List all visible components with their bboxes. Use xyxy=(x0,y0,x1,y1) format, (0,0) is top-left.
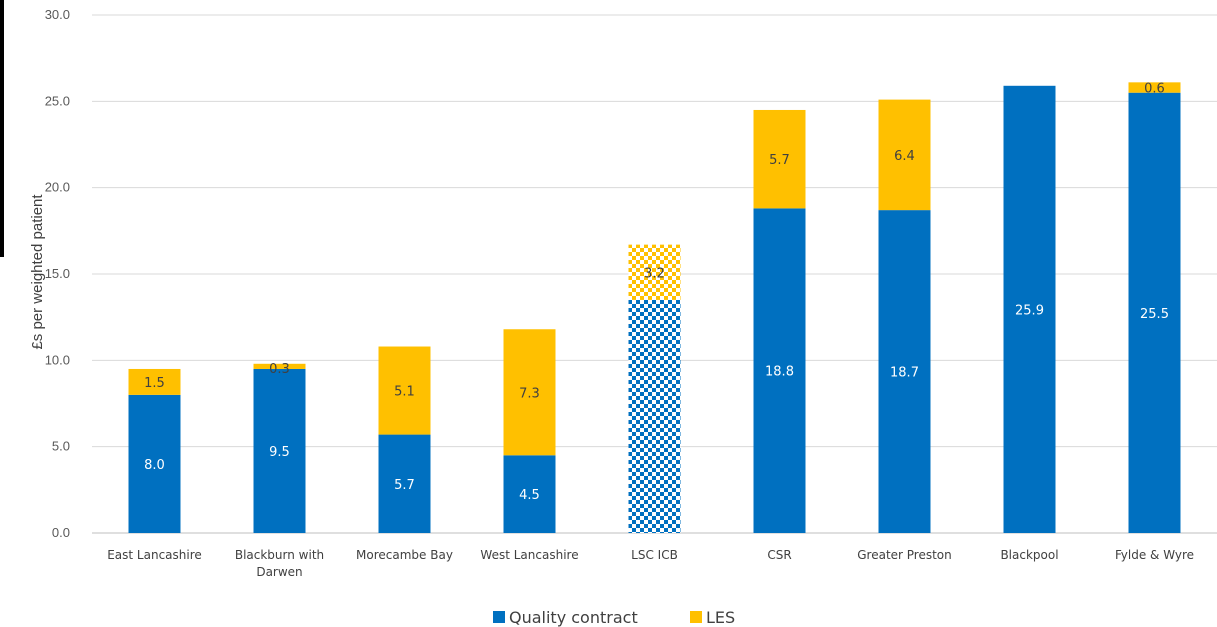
data-label-quality-contract: 4.5 xyxy=(519,488,540,503)
bar-quality-contract xyxy=(628,299,681,533)
data-labels: 8.0 1.5 9.5 0.3 5.7 5.1 4.5 7.3 3.2 18.8 5.7 18.7 6.… xyxy=(144,82,1169,504)
y-axis-ticks: 0.0 5.0 10.0 15.0 20.0 25.0 30.0 xyxy=(45,7,70,540)
y-axis-title: £s per weighted patient xyxy=(29,194,46,350)
data-label-les: 5.7 xyxy=(769,153,790,168)
data-label-quality-contract: 18.8 xyxy=(765,365,794,380)
bar-quality-contract xyxy=(253,368,306,533)
left-edge-bar xyxy=(0,0,4,257)
legend-label-quality-contract: Quality contract xyxy=(509,608,638,627)
bar-les xyxy=(1128,82,1181,93)
data-label-quality-contract: 8.0 xyxy=(144,458,165,473)
data-label-quality-contract: 25.5 xyxy=(1140,307,1169,322)
bar-quality-contract xyxy=(1003,85,1056,533)
bar-les xyxy=(128,368,181,395)
legend-swatch-les xyxy=(690,611,702,623)
y-tick-label: 30.0 xyxy=(45,7,70,22)
data-label-les: 7.3 xyxy=(519,386,540,401)
x-axis-categories: East Lancashire Blackburn with Darwen Morec… xyxy=(107,548,1194,579)
x-category-label: Blackpool xyxy=(1000,548,1058,562)
data-label-les: 5.1 xyxy=(394,385,415,400)
bar-les xyxy=(378,346,431,435)
bar-quality-contract xyxy=(128,394,181,533)
y-tick-label: 0.0 xyxy=(52,525,70,540)
x-category-label: LSC ICB xyxy=(631,548,678,562)
x-category-label: West Lancashire xyxy=(480,548,578,562)
y-tick-label: 10.0 xyxy=(45,352,70,367)
y-tick-label: 20.0 xyxy=(45,180,70,195)
bar-les xyxy=(878,99,931,211)
bar-quality-contract xyxy=(753,208,806,534)
y-tick-label: 5.0 xyxy=(52,439,70,454)
bars xyxy=(128,82,1181,534)
x-category-label: Darwen xyxy=(256,565,302,579)
data-label-les: 3.2 xyxy=(644,266,665,281)
bar-les xyxy=(253,363,306,369)
bar-quality-contract xyxy=(878,210,931,533)
legend-label-les: LES xyxy=(706,608,735,627)
y-tick-label: 25.0 xyxy=(45,93,70,108)
bar-quality-contract xyxy=(1128,92,1181,533)
x-category-label: Fylde & Wyre xyxy=(1115,548,1194,562)
x-category-label: Greater Preston xyxy=(857,548,952,562)
data-label-quality-contract: 18.7 xyxy=(890,366,919,381)
data-label-les: 1.5 xyxy=(144,376,165,391)
bar-quality-contract xyxy=(378,434,431,533)
y-tick-label: 15.0 xyxy=(45,266,70,281)
bar-les xyxy=(628,244,681,300)
data-label-quality-contract: 25.9 xyxy=(1015,303,1044,318)
data-label-quality-contract: 5.7 xyxy=(394,478,415,493)
bar-les xyxy=(503,329,556,456)
x-category-label: Morecambe Bay xyxy=(356,548,453,562)
bar-les xyxy=(753,109,806,209)
data-label-quality-contract: 9.5 xyxy=(269,445,290,460)
data-label-les: 0.3 xyxy=(269,362,290,377)
legend-swatch-quality-contract xyxy=(493,611,505,623)
x-category-label: CSR xyxy=(767,548,791,562)
x-category-label: Blackburn with xyxy=(235,548,324,562)
data-label-les: 0.6 xyxy=(1144,82,1165,97)
data-label-les: 6.4 xyxy=(894,149,915,164)
x-category-label: East Lancashire xyxy=(107,548,202,562)
legend: Quality contract LES xyxy=(493,608,735,627)
bar-quality-contract xyxy=(503,455,556,533)
